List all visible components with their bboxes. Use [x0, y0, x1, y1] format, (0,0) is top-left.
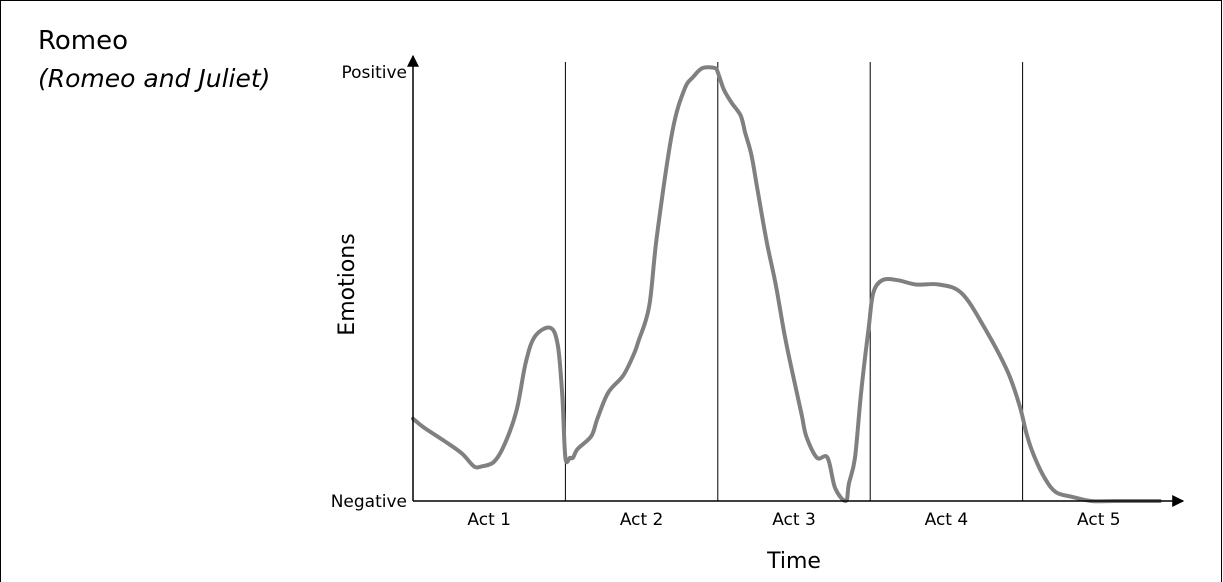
y-tick-label-positive: Positive: [341, 63, 407, 83]
x-tick-label: Act 1: [467, 510, 511, 530]
y-axis-title: Emotions: [335, 233, 360, 335]
x-tick-labels: Act 1 Act 2 Act 3 Act 4 Act 5: [467, 510, 1120, 530]
x-tick-label: Act 4: [925, 510, 969, 530]
x-axis-title: Time: [766, 549, 821, 574]
x-tick-label: Act 2: [620, 510, 664, 530]
act-dividers: [564, 62, 1024, 501]
x-tick-label: Act 3: [772, 510, 816, 530]
y-tick-label-negative: Negative: [331, 492, 407, 512]
chart-subtitle: (Romeo and Juliet): [38, 64, 271, 93]
x-tick-label: Act 5: [1077, 510, 1121, 530]
series-line: [411, 65, 1162, 504]
chart-title: Romeo: [38, 26, 129, 56]
